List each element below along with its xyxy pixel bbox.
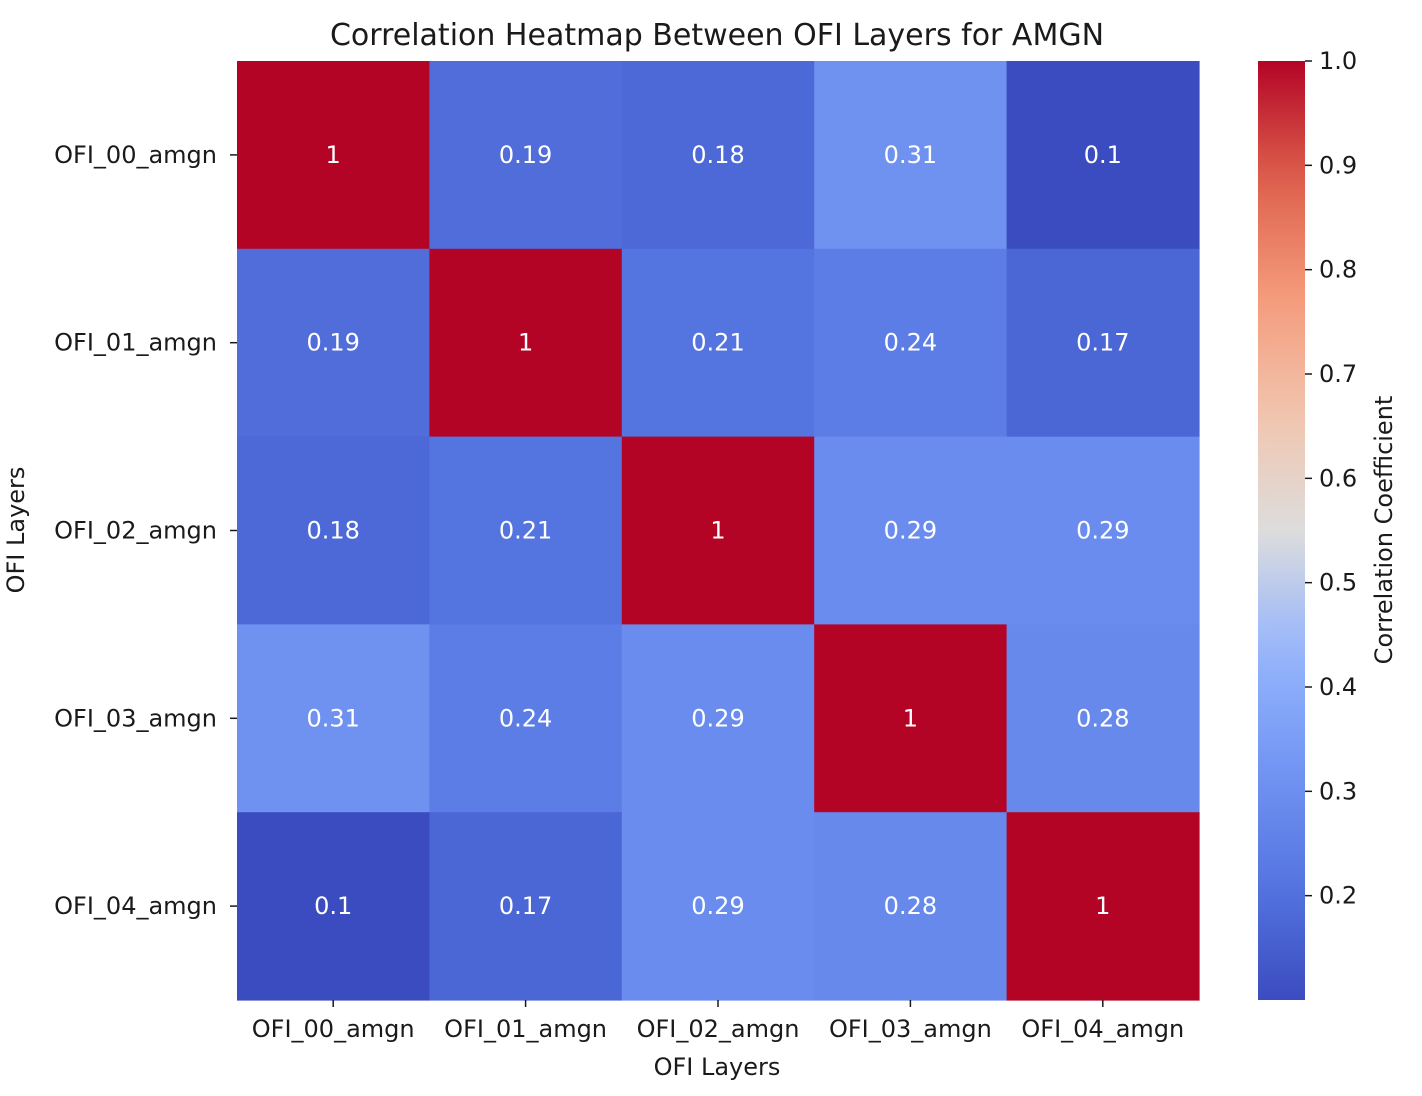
cell-value-label-0-3: 0.31 xyxy=(884,141,937,169)
x-tick-label: OFI_00_amgn xyxy=(252,1015,415,1043)
cell-value-label-1-2: 0.21 xyxy=(691,329,744,357)
heatmap-cell-3-4 xyxy=(1006,624,1200,813)
colorbar-tick-label: 0.3 xyxy=(1319,777,1357,805)
heatmap-cell-1-2 xyxy=(621,248,815,438)
cell-value-label-1-3: 0.24 xyxy=(884,329,937,357)
heatmap-cell-2-4 xyxy=(1006,436,1200,625)
cell-value-label-4-0: 0.1 xyxy=(314,892,352,920)
heatmap-cell-2-0 xyxy=(237,436,430,625)
cell-value-label-2-0: 0.18 xyxy=(306,517,359,545)
heatmap-cell-1-0 xyxy=(237,248,430,438)
colorbar-tick-label: 0.9 xyxy=(1319,151,1357,179)
heatmap-cell-4-2 xyxy=(621,812,815,1001)
y-tick-label: OFI_03_amgn xyxy=(54,704,217,732)
y-tick-label: OFI_04_amgn xyxy=(54,892,217,920)
colorbar-tick-label: 0.5 xyxy=(1319,569,1357,597)
cell-value-label-1-1: 1 xyxy=(518,329,533,357)
x-tick-label: OFI_02_amgn xyxy=(637,1015,800,1043)
cell-value-label-4-2: 0.29 xyxy=(691,892,744,920)
x-axis-label: OFI Layers xyxy=(654,1053,781,1081)
x-tick-label: OFI_03_amgn xyxy=(829,1015,992,1043)
heatmap-cell-0-0 xyxy=(237,61,430,250)
heatmap-cell-3-2 xyxy=(621,624,815,813)
cell-value-label-2-3: 0.29 xyxy=(884,517,937,545)
colorbar-tick-label: 0.2 xyxy=(1319,882,1357,910)
colorbar-tick-label: 0.4 xyxy=(1319,673,1357,701)
cell-value-label-4-4: 1 xyxy=(1095,892,1110,920)
y-axis-label: OFI Layers xyxy=(2,467,30,594)
heatmap-cell-2-2 xyxy=(621,436,815,625)
heatmap-cells xyxy=(237,61,1200,1001)
cell-value-label-3-2: 0.29 xyxy=(691,704,744,732)
cell-value-label-3-0: 0.31 xyxy=(306,704,359,732)
heatmap-cell-1-4 xyxy=(1006,248,1200,438)
cell-value-label-0-0: 1 xyxy=(326,141,341,169)
heatmap-cell-4-4 xyxy=(1006,812,1200,1001)
heatmap-cell-4-3 xyxy=(814,812,1008,1001)
x-tick-label: OFI_01_amgn xyxy=(444,1015,607,1043)
cell-value-label-2-2: 1 xyxy=(710,517,725,545)
cell-value-label-4-1: 0.17 xyxy=(499,892,552,920)
cell-value-label-2-4: 0.29 xyxy=(1076,517,1129,545)
cell-value-label-4-3: 0.28 xyxy=(884,892,937,920)
colorbar-label: Correlation Coefficient xyxy=(1370,396,1398,665)
y-tick-label: OFI_00_amgn xyxy=(54,141,217,169)
x-axis-ticks: OFI_00_amgn OFI_01_amgn OFI_02_amgn OFI_03_… xyxy=(252,1000,1184,1043)
cell-value-label-0-1: 0.19 xyxy=(499,141,552,169)
heatmap-cell-0-2 xyxy=(621,61,815,250)
cell-value-label-0-4: 0.1 xyxy=(1084,141,1122,169)
cell-value-label-0-2: 0.18 xyxy=(691,141,744,169)
heatmap-cell-1-1 xyxy=(429,248,623,438)
cell-value-label-3-3: 1 xyxy=(903,704,918,732)
heatmap-cell-4-1 xyxy=(429,812,623,1001)
colorbar-ticks: 0.2 0.3 0.4 0.5 0.6 0.7 0.8 0.9 1.0 xyxy=(1305,47,1357,910)
y-tick-label: OFI_02_amgn xyxy=(54,517,217,545)
colorbar-tick-label: 0.8 xyxy=(1319,256,1357,284)
colorbar-tick-label: 1.0 xyxy=(1319,47,1357,75)
heatmap-cell-4-0 xyxy=(237,812,430,1001)
cell-value-label-3-4: 0.28 xyxy=(1076,704,1129,732)
heatmap-cell-3-3 xyxy=(814,624,1008,813)
heatmap-cell-labels: 1 0.19 0.18 0.31 0.1 0.19 1 0.21 0.24 0.17 0.18 0.2… xyxy=(306,141,1129,920)
heatmap-cell-3-0 xyxy=(237,624,430,813)
heatmap-cell-0-1 xyxy=(429,61,623,250)
y-tick-label: OFI_01_amgn xyxy=(54,329,217,357)
cell-value-label-1-4: 0.17 xyxy=(1076,329,1129,357)
heatmap-cell-3-1 xyxy=(429,624,623,813)
heatmap-cell-1-3 xyxy=(814,248,1008,438)
cell-value-label-3-1: 0.24 xyxy=(499,704,552,732)
colorbar xyxy=(1258,61,1305,1000)
heatmap-cell-2-1 xyxy=(429,436,623,625)
colorbar-tick-label: 0.7 xyxy=(1319,360,1357,388)
y-axis-ticks: OFI_00_amgn OFI_01_amgn OFI_02_amgn OFI_03_… xyxy=(54,141,237,920)
cell-value-label-1-0: 0.19 xyxy=(306,329,359,357)
cell-value-label-2-1: 0.21 xyxy=(499,517,552,545)
chart-title: Correlation Heatmap Between OFI Layers f… xyxy=(330,18,1104,53)
heatmap-cell-0-4 xyxy=(1006,61,1200,250)
heatmap-cell-0-3 xyxy=(814,61,1008,250)
heatmap-cell-2-3 xyxy=(814,436,1008,625)
colorbar-tick-label: 0.6 xyxy=(1319,464,1357,492)
x-tick-label: OFI_04_amgn xyxy=(1021,1015,1184,1043)
